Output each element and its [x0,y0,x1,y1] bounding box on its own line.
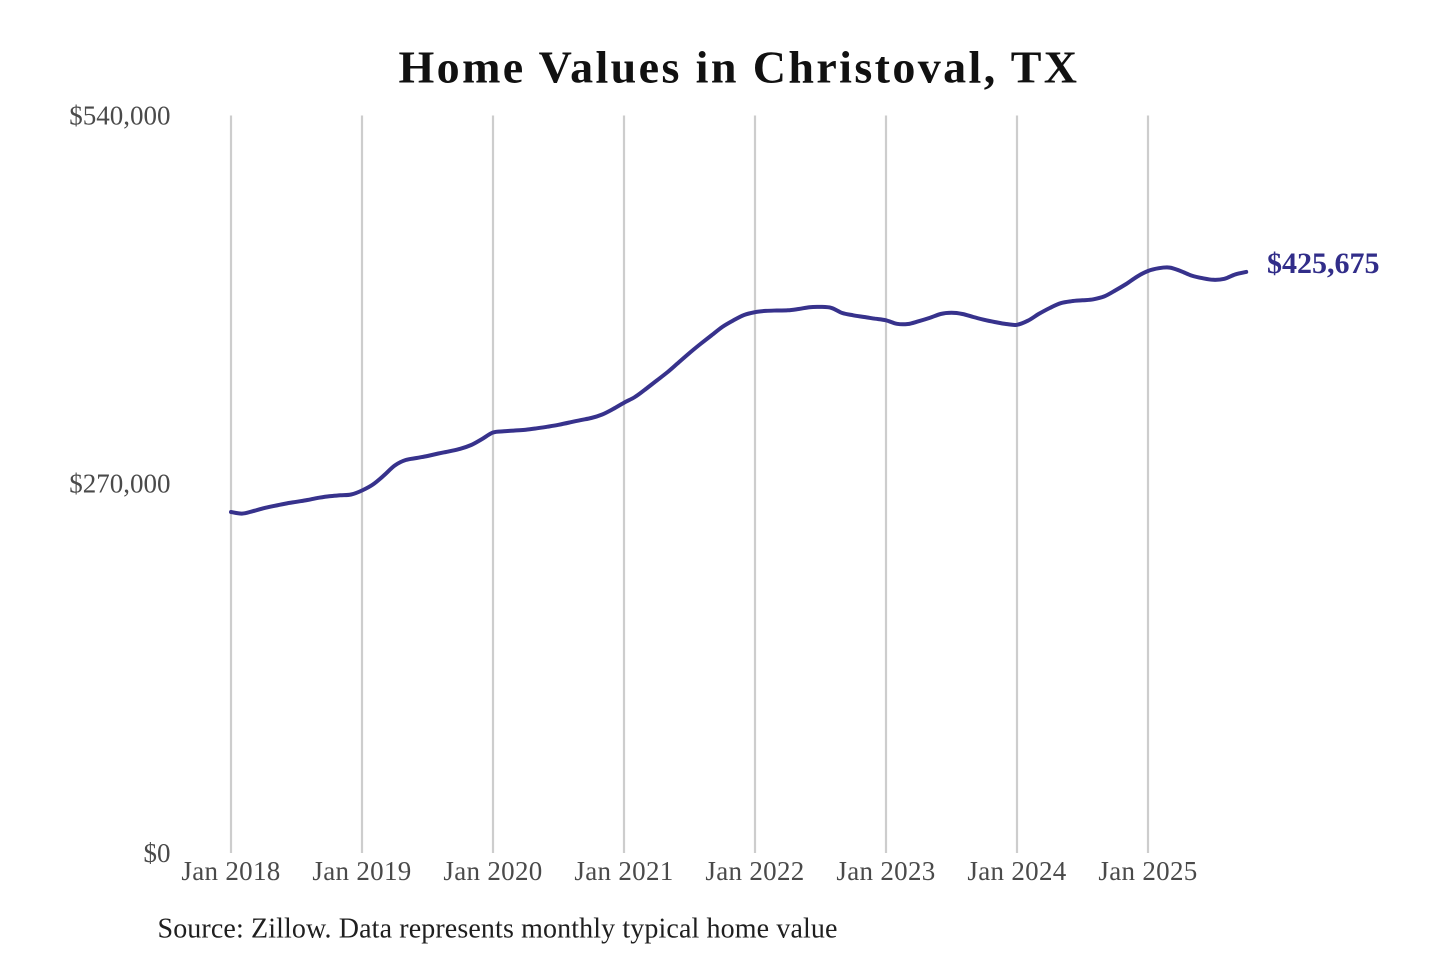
svg-text:Jan 2022: Jan 2022 [705,856,804,886]
svg-text:Jan 2019: Jan 2019 [312,856,411,886]
svg-text:Home Values in Christoval, TX: Home Values in Christoval, TX [399,42,1080,93]
svg-text:Source: Zillow. Data represent: Source: Zillow. Data represents monthly … [158,914,838,945]
svg-text:Jan 2020: Jan 2020 [443,856,542,886]
svg-text:$270,000: $270,000 [69,469,170,499]
svg-text:$425,675: $425,675 [1267,247,1380,280]
svg-text:Jan 2023: Jan 2023 [836,856,935,886]
svg-text:Jan 2024: Jan 2024 [967,856,1066,886]
svg-text:Jan 2018: Jan 2018 [181,856,280,886]
svg-text:Jan 2025: Jan 2025 [1098,856,1197,886]
svg-text:$540,000: $540,000 [69,100,170,130]
svg-text:$0: $0 [144,838,171,868]
svg-text:Jan 2021: Jan 2021 [574,856,673,886]
